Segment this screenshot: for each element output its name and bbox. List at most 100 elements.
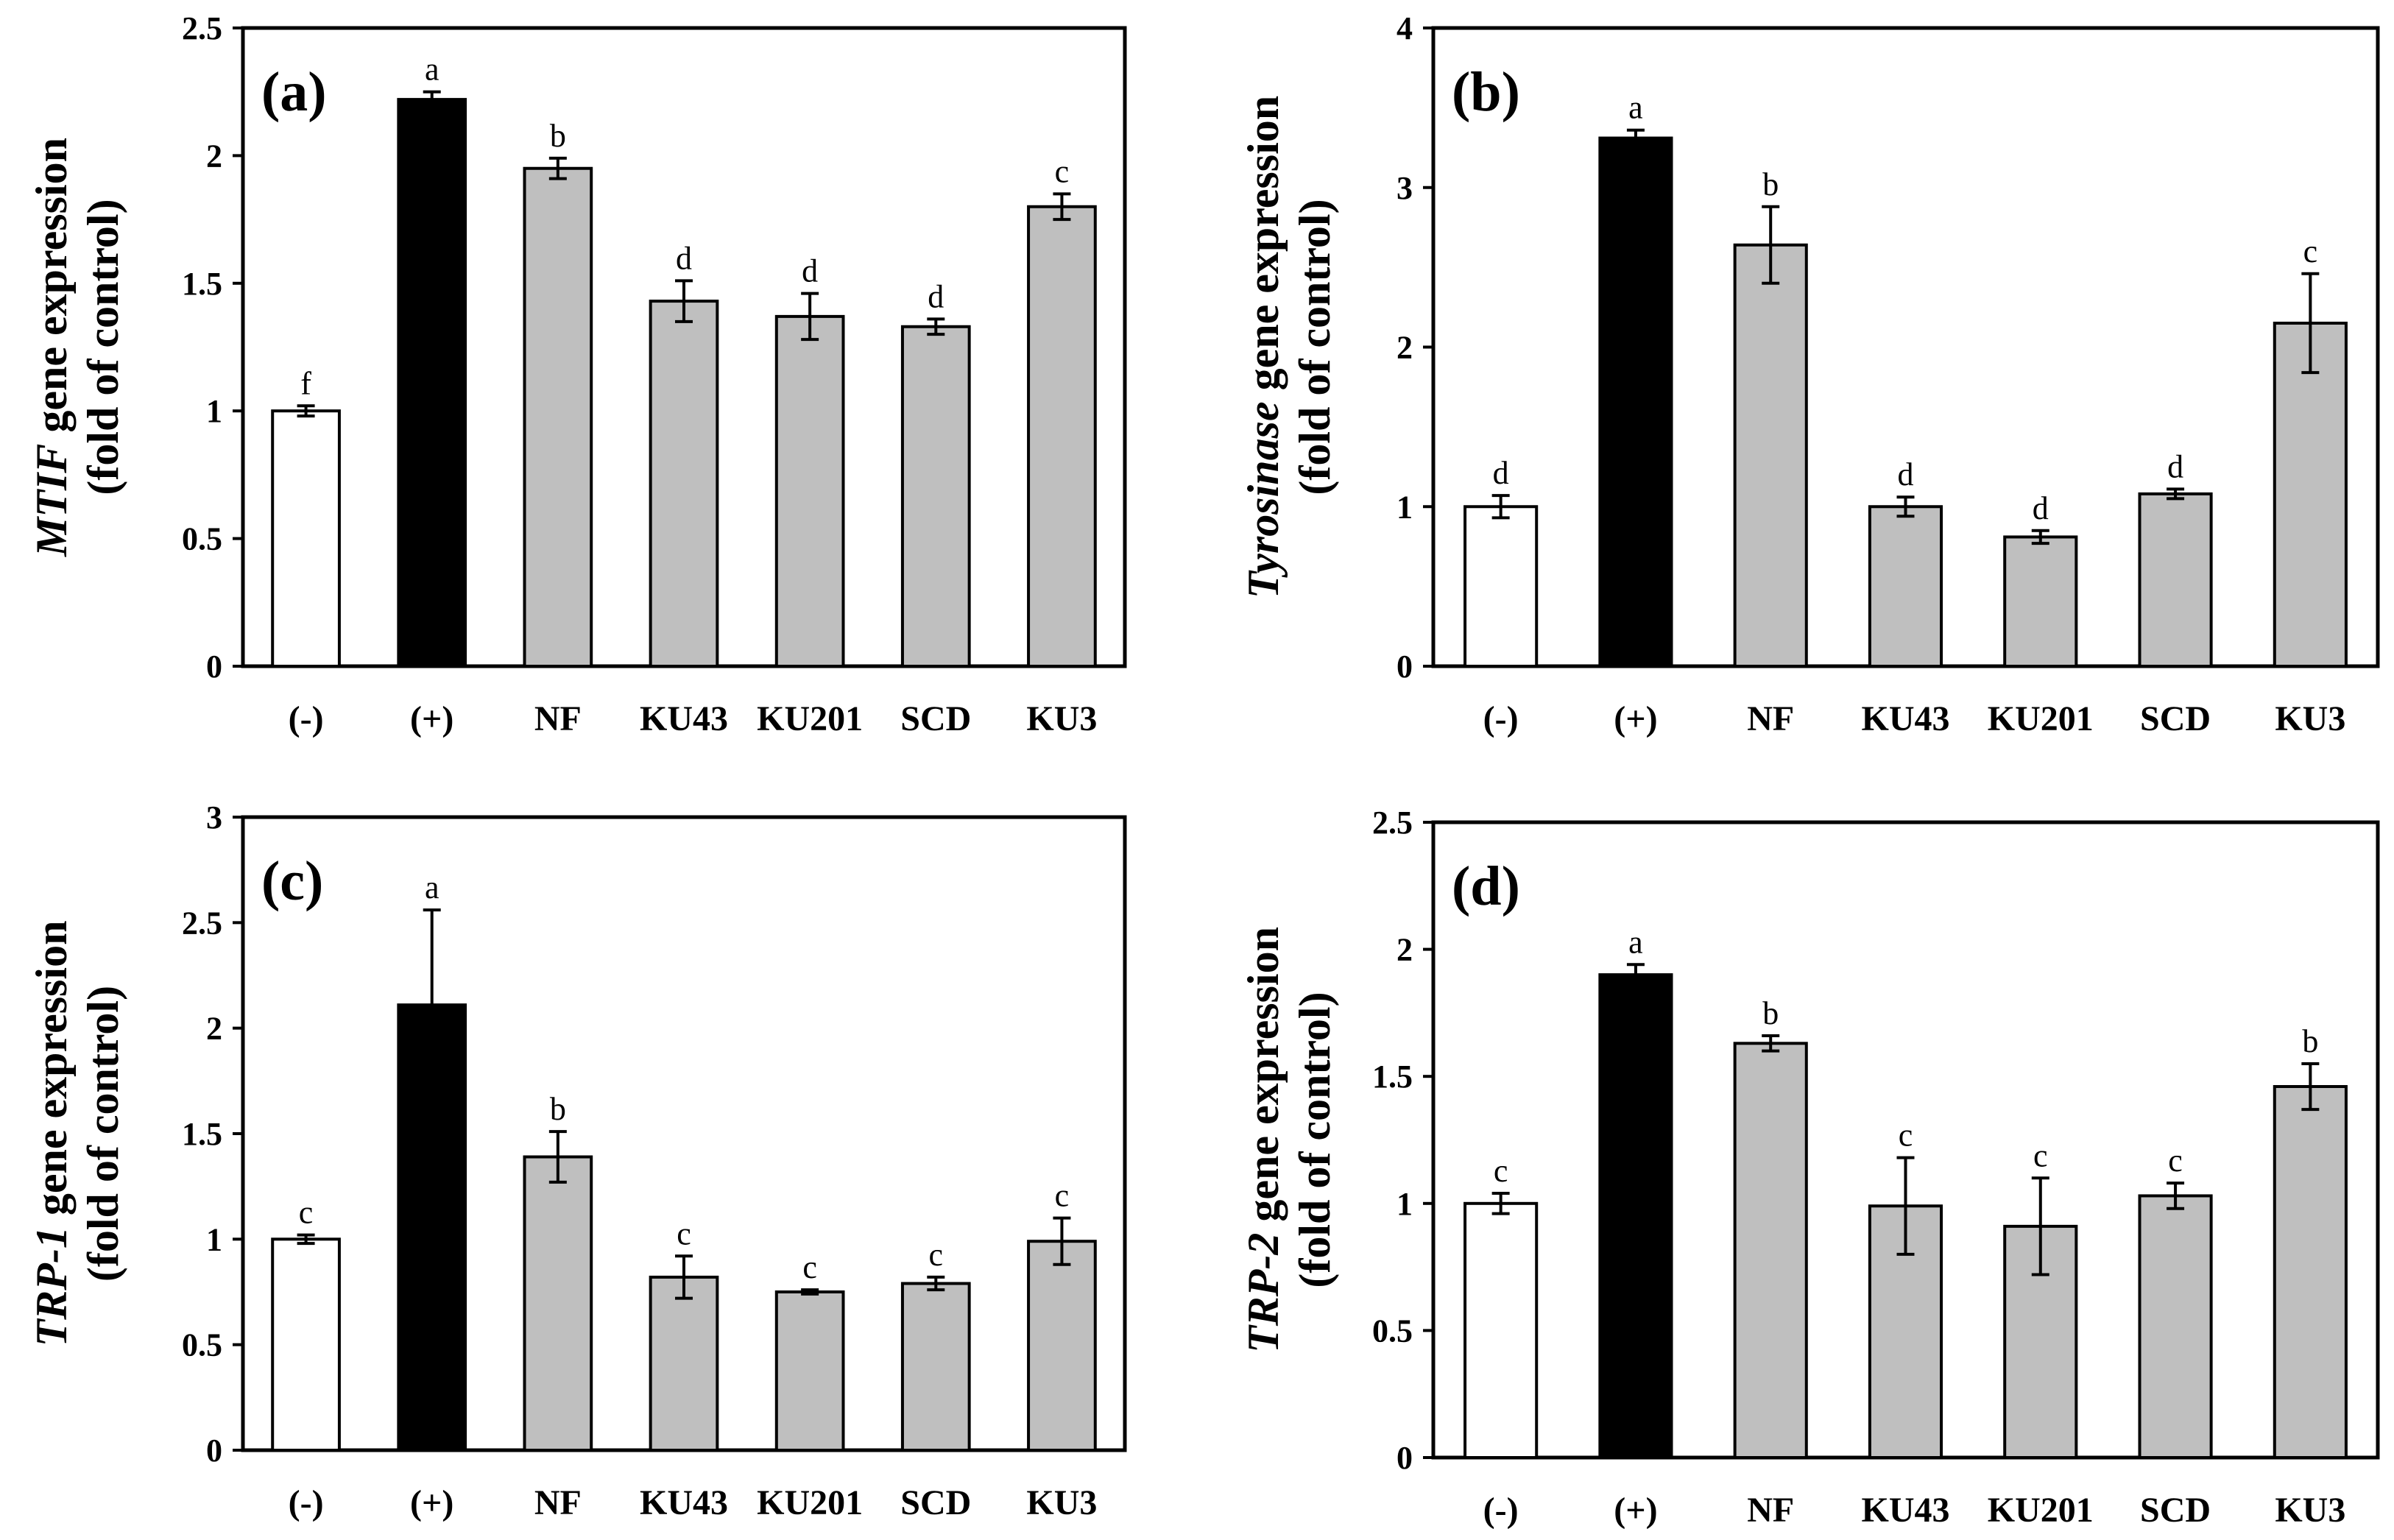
- panel-c: 0 0.5 1 1.5 2 2.5 3 c (-) a (+) b NF c KU43 c KU201 c SCD c…: [27, 799, 1127, 1522]
- panel-d: 0 0.5 1 1.5 2 2.5 c (-) a (+) b NF c KU43 c KU201 c SCD b K…: [1239, 805, 2380, 1530]
- y-tick-label: 0: [206, 649, 222, 685]
- significance-letter: c: [1055, 153, 1070, 189]
- significance-letter: c: [1494, 1153, 1508, 1189]
- category-label: (+): [1614, 699, 1657, 738]
- category-label: (-): [1483, 699, 1519, 738]
- y-axis-label: TRP-2 gene expression: [1239, 927, 1288, 1353]
- panel-label: (a): [261, 61, 327, 123]
- y-axis-label-line2: (fold of control): [1290, 199, 1339, 495]
- significance-letter: a: [1628, 924, 1643, 960]
- y-axis-label-line2: (fold of control): [79, 986, 127, 1282]
- significance-letter: d: [676, 240, 692, 276]
- y-axis-label-gene: TRP-2: [1239, 1233, 1288, 1353]
- significance-letter: d: [1898, 456, 1914, 492]
- y-tick-label: 1.5: [1372, 1059, 1413, 1095]
- bar: [2138, 1194, 2213, 1459]
- significance-letter: b: [1762, 166, 1779, 202]
- y-tick-label: 2: [1396, 330, 1413, 366]
- y-axis-label-gene: MTIF: [27, 444, 76, 557]
- bar: [774, 1290, 845, 1452]
- significance-letter: c: [1899, 1117, 1913, 1154]
- significance-letter: f: [300, 365, 311, 401]
- bar: [900, 325, 971, 668]
- bar: [523, 1155, 593, 1452]
- significance-letter: d: [928, 278, 944, 314]
- category-label: SCD: [2140, 699, 2211, 738]
- y-axis-label-line2: (fold of control): [79, 199, 127, 495]
- category-label: KU3: [2275, 1491, 2345, 1530]
- y-tick-label: 2: [206, 1011, 222, 1047]
- y-axis-label-text: gene expression: [27, 921, 76, 1227]
- y-axis-label-text: gene expression: [1239, 927, 1288, 1233]
- y-tick-label: 0.5: [182, 521, 222, 557]
- category-label: KU3: [2275, 699, 2345, 738]
- bar: [271, 409, 341, 668]
- category-label: KU201: [1988, 699, 2094, 738]
- significance-letter: c: [2033, 1137, 2048, 1173]
- significance-letter: d: [2167, 448, 2183, 484]
- y-tick-label: 1: [206, 1221, 222, 1257]
- bar: [2003, 535, 2078, 668]
- y-tick-label: 1: [1396, 1186, 1413, 1222]
- category-label: (+): [1614, 1491, 1657, 1530]
- category-label: KU3: [1026, 1483, 1097, 1522]
- panel-label: (d): [1452, 855, 1520, 917]
- y-tick-label: 2: [1396, 932, 1413, 968]
- y-tick-label: 0: [1396, 1440, 1413, 1476]
- y-axis-label: Tyrosinase gene expression: [1239, 96, 1288, 598]
- category-label: SCD: [900, 699, 971, 738]
- bar: [1027, 205, 1097, 668]
- y-tick-label: 0.5: [182, 1327, 222, 1363]
- category-label: KU43: [640, 1483, 728, 1522]
- y-tick-label: 3: [1396, 170, 1413, 206]
- panel-label: (c): [261, 850, 323, 912]
- bar: [2273, 1085, 2348, 1460]
- bar: [1598, 973, 1673, 1459]
- y-tick-label: 0.5: [1372, 1313, 1413, 1349]
- y-axis-label: MTIF gene expression: [27, 138, 76, 557]
- category-label: NF: [534, 1483, 582, 1522]
- category-label: KU201: [1988, 1491, 2094, 1530]
- significance-letter: a: [1628, 90, 1643, 126]
- significance-letter: b: [550, 1091, 566, 1127]
- y-axis-label-line2: (fold of control): [1290, 992, 1339, 1288]
- bar: [523, 166, 593, 668]
- bar: [1463, 1201, 1539, 1460]
- category-label: (-): [1483, 1491, 1519, 1530]
- category-label: NF: [1747, 699, 1794, 738]
- category-label: KU43: [1862, 699, 1950, 738]
- panel-b: 0 1 2 3 4 d (-) a (+) b NF d KU43 d KU201 d SCD c KU3 (b) Ty…: [1239, 10, 2380, 738]
- significance-letter: a: [425, 869, 439, 905]
- category-label: KU3: [1026, 699, 1097, 738]
- significance-letter: b: [550, 118, 566, 154]
- y-axis-label-text: gene expression: [1239, 96, 1288, 402]
- category-label: (+): [410, 1483, 453, 1522]
- bar: [1598, 136, 1673, 668]
- significance-letter: c: [677, 1215, 691, 1251]
- category-label: KU43: [1862, 1491, 1950, 1530]
- y-axis-label-gene: TRP-1: [27, 1226, 76, 1346]
- significance-letter: a: [425, 52, 439, 88]
- category-label: SCD: [2140, 1491, 2211, 1530]
- y-axis-label-gene: Tyrosinase: [1239, 401, 1288, 598]
- bar: [397, 98, 467, 668]
- y-tick-label: 4: [1396, 10, 1413, 46]
- bar: [774, 314, 845, 668]
- significance-letter: b: [2302, 1023, 2318, 1059]
- significance-letter: d: [2033, 490, 2049, 526]
- bar: [1463, 505, 1539, 668]
- y-axis-label: TRP-1 gene expression: [27, 921, 76, 1347]
- bar: [1733, 243, 1808, 668]
- bar: [900, 1282, 971, 1452]
- y-tick-label: 1: [206, 393, 222, 429]
- bar: [649, 1275, 719, 1452]
- significance-letter: c: [802, 1249, 817, 1285]
- significance-letter: c: [2303, 233, 2318, 269]
- category-label: SCD: [900, 1483, 971, 1522]
- bar: [649, 300, 719, 668]
- bar: [2138, 492, 2213, 668]
- y-tick-label: 1: [1396, 489, 1413, 525]
- category-label: KU201: [757, 1483, 863, 1522]
- significance-letter: d: [1493, 455, 1509, 491]
